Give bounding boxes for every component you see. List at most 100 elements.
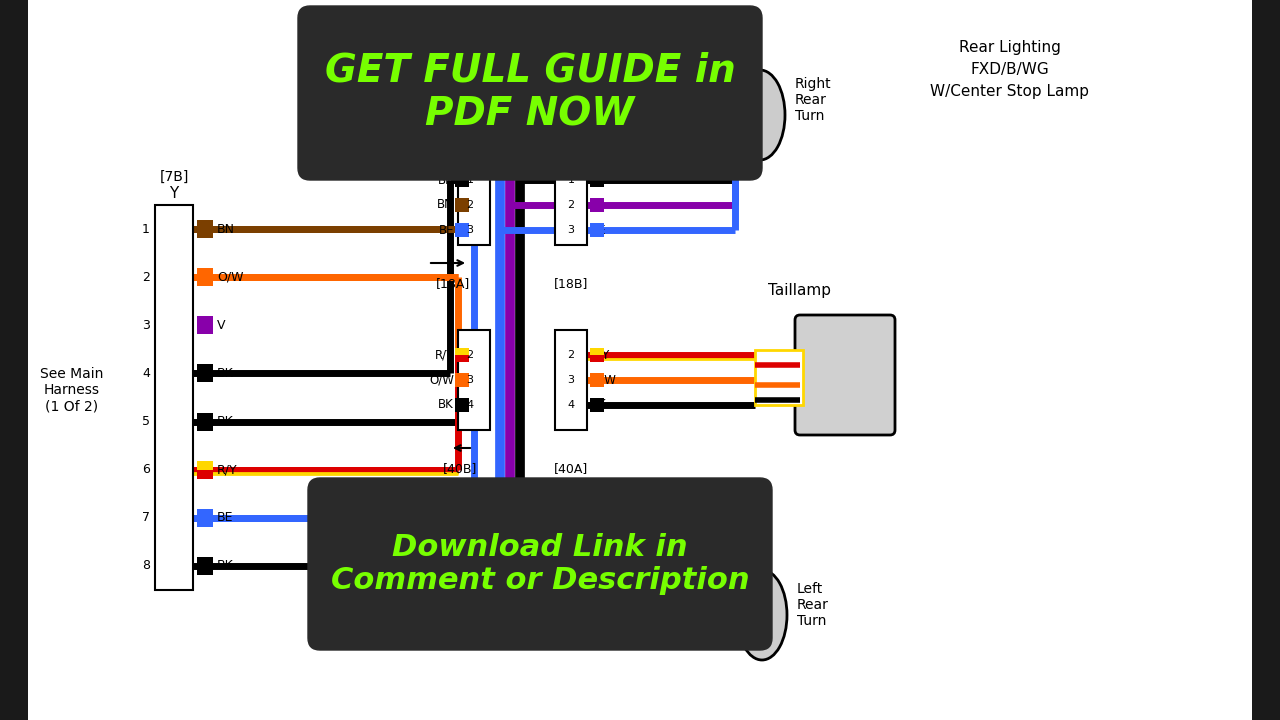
Text: BK: BK [438,398,454,412]
Text: 3: 3 [466,375,474,385]
Text: 3: 3 [142,319,150,332]
Bar [454,398,468,412]
Text: 6: 6 [142,463,150,476]
Text: BE: BE [439,223,454,236]
Text: R/Y: R/Y [218,463,238,476]
Text: O/W: O/W [218,271,243,284]
Text: Taillamp: Taillamp [768,282,832,297]
Bar [454,523,468,537]
Bar [197,461,212,479]
Bar [454,173,468,187]
Bar [197,220,212,238]
Text: Y: Y [169,186,179,200]
Text: BK: BK [218,559,234,572]
Text: Download Link in
Comment or Description: Download Link in Comment or Description [330,533,749,595]
Text: 8: 8 [142,559,150,572]
Text: 1: 1 [567,175,575,185]
Text: [7B]: [7B] [159,170,188,184]
Bar [197,557,212,575]
Bar [197,268,212,286]
Text: 7: 7 [142,511,150,524]
Text: 2: 2 [142,271,150,284]
Text: Right
Rear
Turn: Right Rear Turn [795,77,832,123]
Circle shape [492,509,509,527]
Text: 3: 3 [466,569,474,579]
Bar [454,348,468,362]
Bar [556,155,588,245]
Text: GET FULL GUIDE in
PDF NOW: GET FULL GUIDE in PDF NOW [325,52,736,134]
Text: BE: BE [591,223,607,236]
Text: BE: BE [439,567,454,580]
Text: O/W: O/W [591,374,616,387]
Bar [0,0,28,720]
Bar [590,173,604,187]
Text: 3: 3 [567,225,575,235]
Text: V: V [591,199,599,212]
Text: 1: 1 [466,175,474,185]
Text: [18B]: [18B] [554,277,589,290]
Bar [1252,0,1280,720]
Bar [458,510,490,590]
Text: R/Y: R/Y [591,348,611,361]
Text: BK: BK [591,398,607,412]
Text: 4: 4 [567,400,575,410]
Text: 3: 3 [466,225,474,235]
Bar [197,364,212,382]
Bar [590,223,604,237]
Text: 1: 1 [466,525,474,535]
Text: 2: 2 [466,547,474,557]
Text: BN: BN [218,222,236,235]
Text: BK: BK [438,523,454,536]
Text: 5: 5 [142,415,150,428]
Text: BK: BK [218,415,234,428]
Bar [590,523,604,537]
Text: BE: BE [218,511,233,524]
Text: R/Y: R/Y [435,348,454,361]
Bar [590,545,604,559]
Ellipse shape [737,570,787,660]
Bar [454,223,468,237]
FancyBboxPatch shape [298,6,762,180]
Bar [197,509,212,527]
Text: 2: 2 [567,350,575,360]
Text: [18A]: [18A] [436,277,470,290]
Bar [458,155,490,245]
Text: 3: 3 [567,375,575,385]
Bar [454,198,468,212]
Text: 4: 4 [466,400,474,410]
Text: BK: BK [218,367,234,380]
Bar [755,350,803,405]
Text: 4: 4 [142,367,150,380]
Text: Rear Lighting
FXD/B/WG
W/Center Stop Lamp: Rear Lighting FXD/B/WG W/Center Stop Lam… [931,40,1089,99]
Text: 2: 2 [567,547,575,557]
FancyBboxPatch shape [795,315,895,435]
Text: V: V [218,319,225,332]
Text: V: V [591,546,599,559]
Bar [197,461,212,469]
Text: BK: BK [438,174,454,186]
Bar [556,330,588,430]
Bar [590,348,604,362]
Text: See Main
Harness
(1 Of 2): See Main Harness (1 Of 2) [40,366,104,413]
Text: 3: 3 [567,569,575,579]
Text: [40B]: [40B] [443,462,477,475]
Bar [556,510,588,590]
Bar [590,567,604,581]
Text: 2: 2 [466,200,474,210]
Bar [590,348,604,355]
Text: BK: BK [591,523,607,536]
Bar [590,198,604,212]
Bar [454,373,468,387]
Bar [454,567,468,581]
Bar [454,348,468,355]
Text: BE: BE [591,567,607,580]
Bar [590,398,604,412]
Text: Left
Rear
Turn: Left Rear Turn [797,582,829,628]
Text: 2: 2 [466,350,474,360]
Bar [454,545,468,559]
Ellipse shape [735,70,785,160]
Text: 1: 1 [567,525,575,535]
Bar [197,413,212,431]
Text: BK: BK [591,174,607,186]
Bar [155,205,193,590]
